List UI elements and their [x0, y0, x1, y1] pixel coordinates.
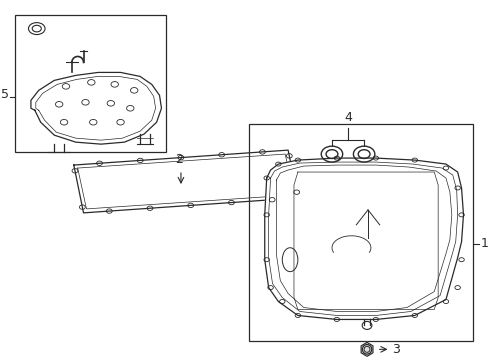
Polygon shape	[265, 158, 464, 319]
Text: 3: 3	[392, 343, 400, 356]
Text: 5: 5	[1, 88, 9, 101]
Polygon shape	[31, 72, 162, 144]
Bar	[249, 124, 473, 341]
Polygon shape	[74, 150, 298, 213]
Text: 1: 1	[481, 237, 489, 250]
Text: 4: 4	[344, 111, 352, 124]
Text: 2: 2	[175, 153, 183, 166]
Polygon shape	[361, 342, 373, 356]
Bar	[15, 15, 166, 152]
